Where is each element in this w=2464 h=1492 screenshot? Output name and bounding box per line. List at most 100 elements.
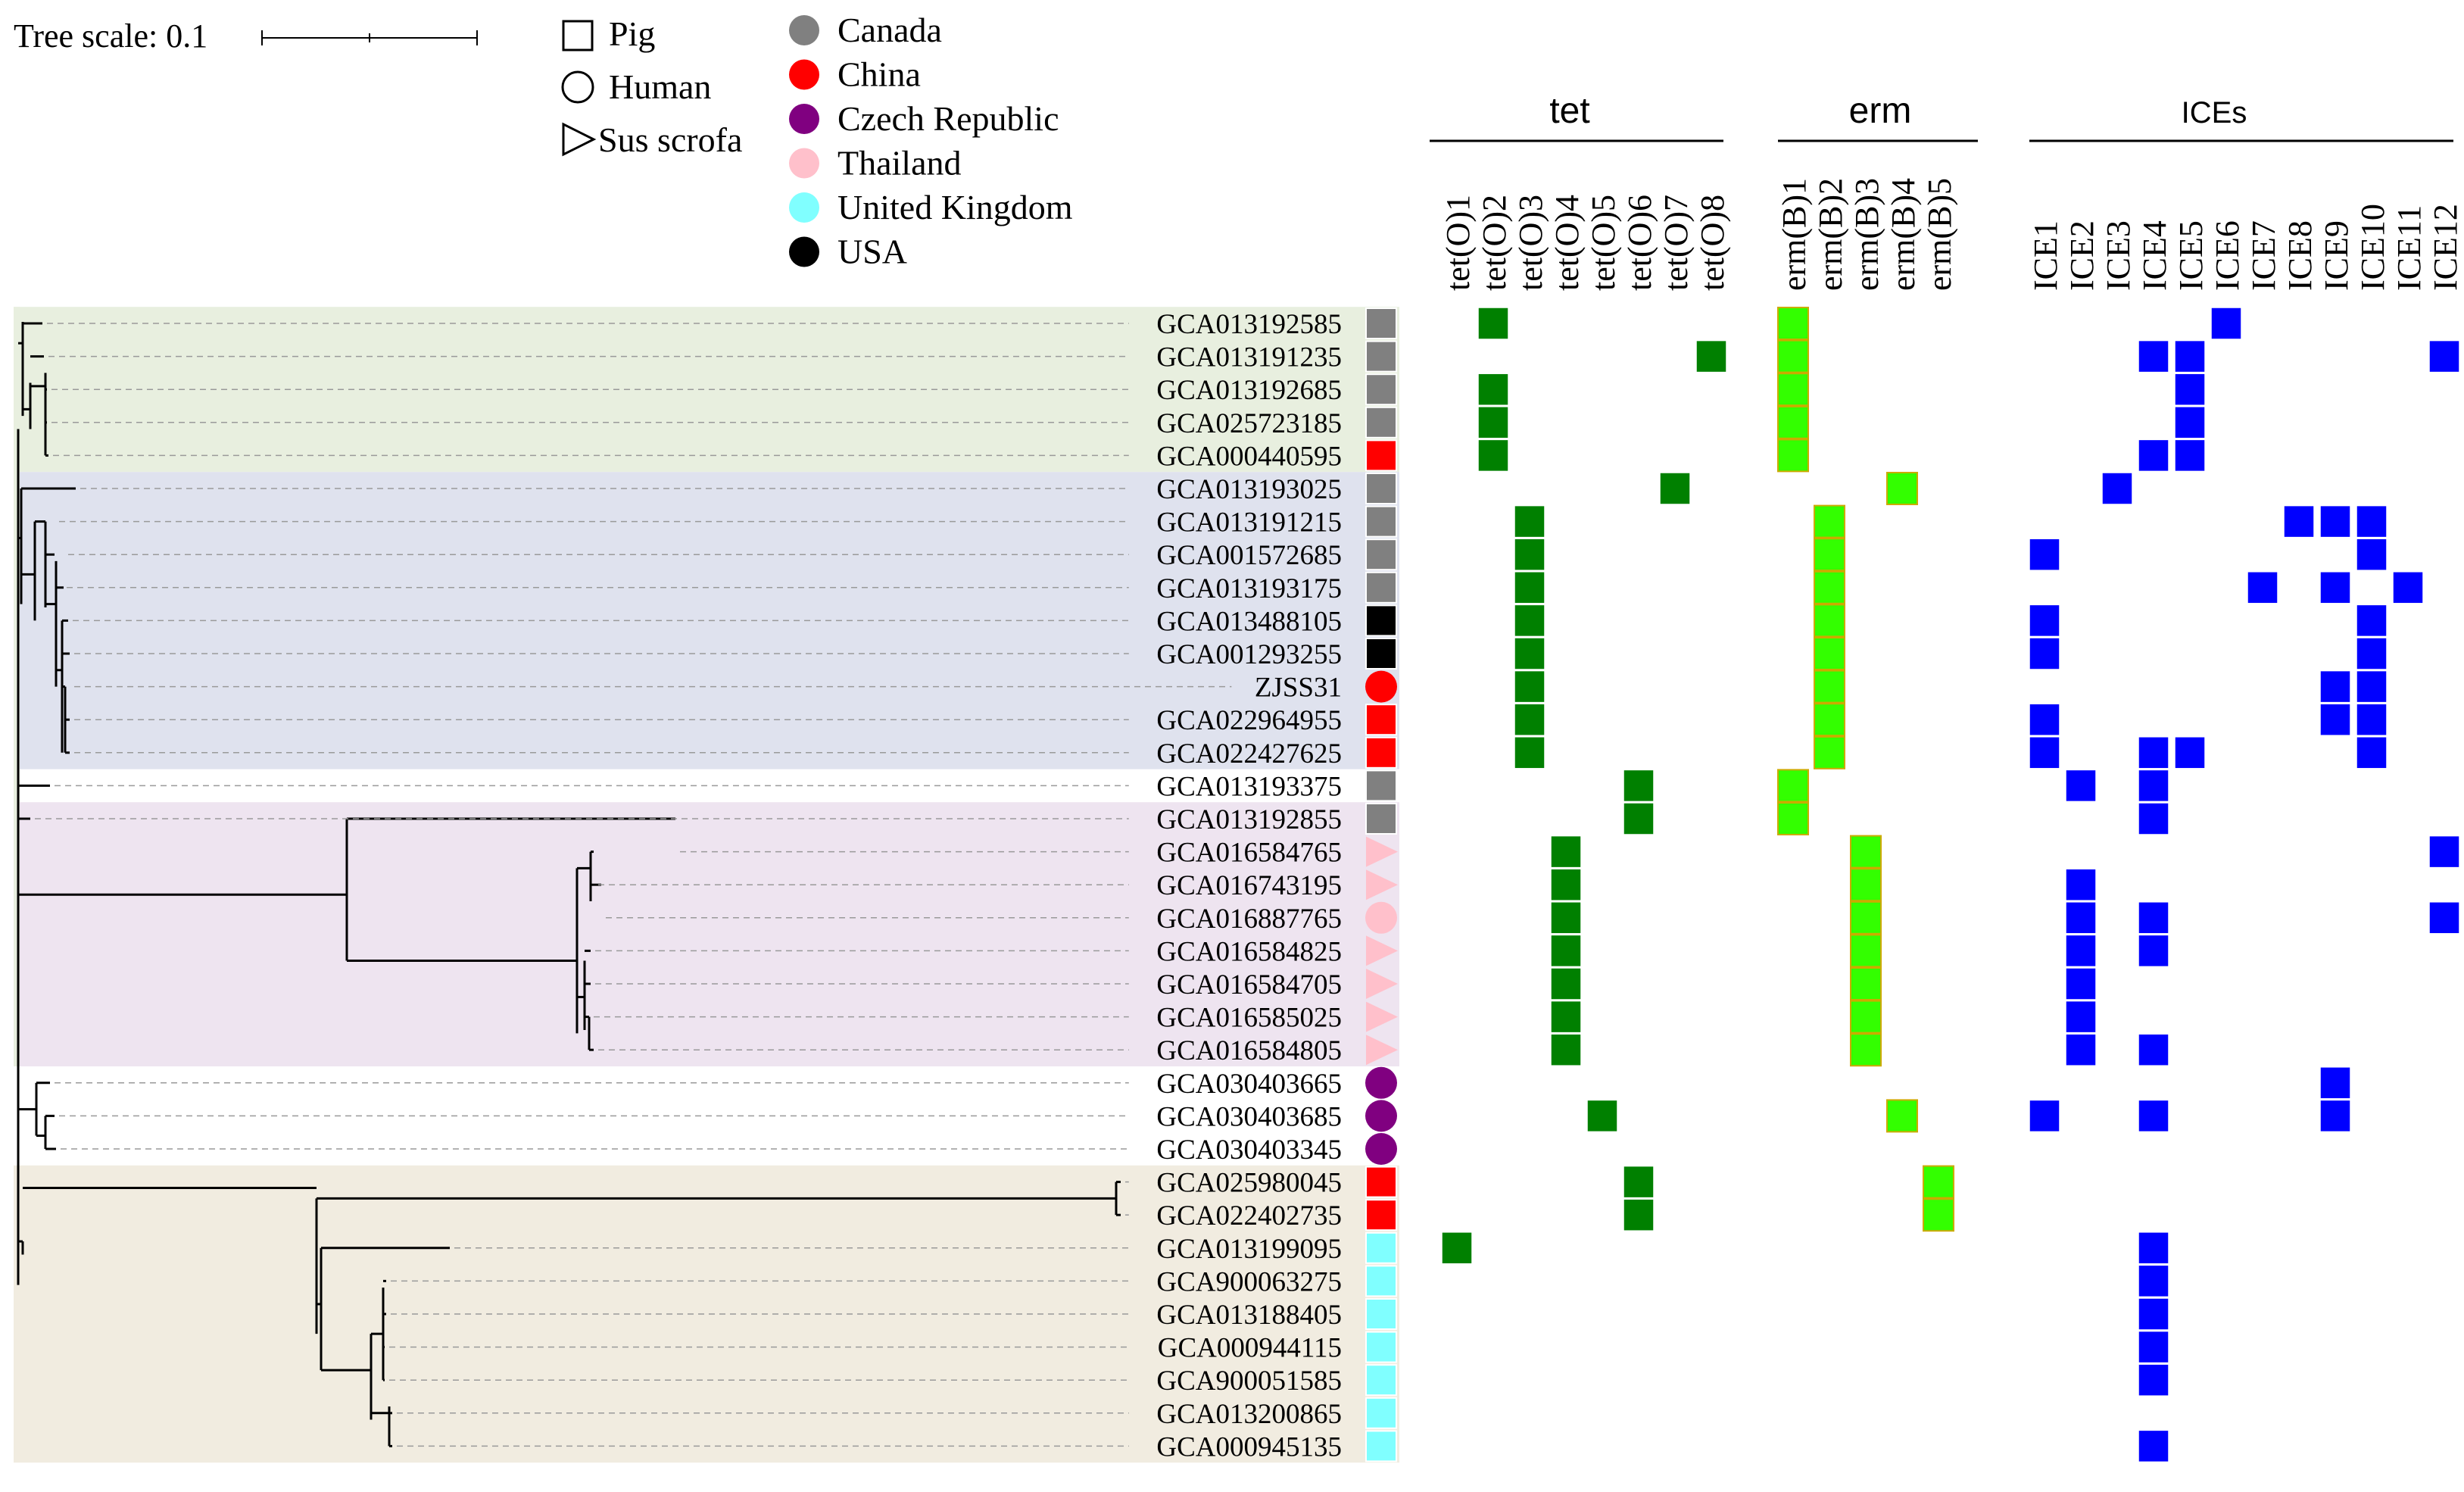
host-square-symbol [1365, 1331, 1397, 1363]
tree-scale-label: Tree scale: 0.1 [14, 17, 207, 55]
gene-presence-cell [2356, 736, 2388, 769]
host-triangle-symbol [1366, 1001, 1398, 1032]
gene-column-label: ICE12 [2427, 204, 2464, 291]
gene-presence-cell [1777, 769, 1809, 803]
host-square-symbol [1365, 505, 1397, 538]
host-square-symbol [1365, 373, 1397, 406]
legend-country-dot [789, 148, 819, 179]
gene-column-label: ICE11 [2391, 205, 2428, 291]
gene-column-label: erm(B)2 [1812, 178, 1849, 291]
gene-presence-cell [1477, 406, 1509, 439]
gene-presence-cell [2319, 1099, 2351, 1133]
gene-column-label: ICE10 [2354, 204, 2391, 291]
host-square-symbol [1365, 340, 1397, 373]
legend-country-label: United Kingdom [837, 188, 1073, 226]
gene-column-label: ICE8 [2282, 220, 2319, 291]
tip-label: GCA001572685 [1156, 540, 1342, 571]
gene-presence-cell [2138, 439, 2169, 473]
tip-label: GCA013200865 [1156, 1399, 1342, 1430]
host-square-symbol [1365, 638, 1397, 670]
tip-label: GCA900063275 [1156, 1266, 1342, 1297]
gene-presence-cell [1477, 439, 1509, 473]
gene-presence-cell [2247, 571, 2278, 604]
legend-country-dot [789, 59, 819, 90]
gene-presence-cell [1886, 1099, 1918, 1133]
host-square-symbol [1365, 803, 1397, 835]
tip-label: GCA016887765 [1156, 904, 1342, 935]
host-square-symbol [1365, 736, 1397, 769]
gene-presence-cell [1850, 901, 1882, 935]
host-triangle-symbol [1366, 969, 1398, 999]
gene-presence-cell [1777, 439, 1809, 473]
gene-presence-cell [2138, 1330, 2169, 1364]
clade-band [14, 802, 1399, 1066]
legend-host-sus-scrofa: Sus scrofa [598, 120, 742, 159]
gene-presence-cell [2392, 571, 2424, 604]
tip-label: GCA013193375 [1156, 771, 1342, 802]
clade-band-edge [14, 307, 20, 1066]
gene-presence-cell [2319, 1066, 2351, 1100]
host-legend: Pig Human Sus scrofa [561, 14, 742, 159]
host-square-symbol [1365, 1397, 1397, 1429]
gene-presence-cell [1850, 868, 1882, 902]
gene-presence-cell [1586, 1099, 1618, 1133]
gene-column-label: tet(O)4 [1549, 195, 1586, 291]
gene-presence-cell [2138, 1297, 2169, 1331]
tip-label: GCA030403345 [1156, 1135, 1342, 1166]
gene-presence-cell [2138, 901, 2169, 935]
gene-presence-cell [1550, 868, 1582, 901]
gene-presence-cell [2319, 571, 2351, 604]
gene-presence-cell [1514, 538, 1545, 571]
gene-presence-cell [1514, 736, 1545, 769]
host-circle-symbol [1365, 1133, 1397, 1165]
host-circle-symbol [1365, 1066, 1397, 1099]
tip-label: GCA001293255 [1156, 639, 1342, 670]
gene-presence-cell [1623, 1198, 1655, 1231]
gene-presence-cell [1623, 769, 1655, 803]
gene-presence-cell [2029, 703, 2060, 736]
gene-presence-cell [2174, 439, 2206, 473]
gene-presence-cell [2138, 1231, 2169, 1265]
host-circle-symbol [1365, 901, 1397, 934]
tip-label: GCA016584705 [1156, 969, 1342, 1000]
gene-presence-cell [2138, 736, 2169, 769]
tip-label: GCA016584805 [1156, 1035, 1342, 1066]
tip-label: GCA016743195 [1156, 870, 1342, 901]
gene-presence-cell [1514, 637, 1545, 670]
gene-presence-cell [2029, 604, 2060, 638]
gene-column-label: ICE4 [2136, 220, 2173, 291]
host-square-symbol [1365, 1231, 1397, 1264]
gene-presence-cell [1550, 967, 1582, 1000]
country-legend: Canada China Czech Republic Thailand United … [789, 11, 1073, 271]
gene-presence-cell [1814, 604, 1845, 638]
host-square-symbol [1365, 473, 1397, 504]
gene-column-label: ICE9 [2318, 220, 2355, 291]
gene-presence-cell [1477, 307, 1509, 340]
gene-presence-cell [1550, 901, 1582, 935]
gene-column-label: tet(O)5 [1585, 195, 1622, 291]
gene-presence-cell [1814, 570, 1845, 604]
gene-presence-cell [1550, 934, 1582, 968]
gene-presence-cell [2138, 769, 2169, 803]
gene-presence-cell [2319, 670, 2351, 704]
gene-presence-cell [1814, 735, 1845, 769]
gene-presence-cell [2065, 769, 2097, 803]
gene-column-label: tet(O)7 [1658, 195, 1695, 291]
gene-presence-cell [2356, 604, 2388, 638]
gene-presence-cell [2356, 670, 2388, 704]
gene-column-label: tet(O)1 [1439, 195, 1477, 291]
tip-label: GCA013193175 [1156, 573, 1342, 604]
gene-presence-cell [1923, 1165, 1954, 1199]
gene-presence-cell [2065, 1000, 2097, 1034]
gene-presence-cell [2138, 1099, 2169, 1133]
tip-label: GCA000944115 [1158, 1333, 1342, 1364]
gene-presence-cell [2356, 538, 2388, 571]
circle-icon [561, 70, 594, 104]
host-triangle-symbol [1366, 1035, 1398, 1066]
host-triangle-symbol [1366, 836, 1398, 867]
host-square-symbol [1365, 1364, 1397, 1397]
gene-presence-cell [1850, 1033, 1882, 1067]
host-square-symbol [1365, 704, 1397, 736]
gene-presence-cell [2138, 802, 2169, 835]
